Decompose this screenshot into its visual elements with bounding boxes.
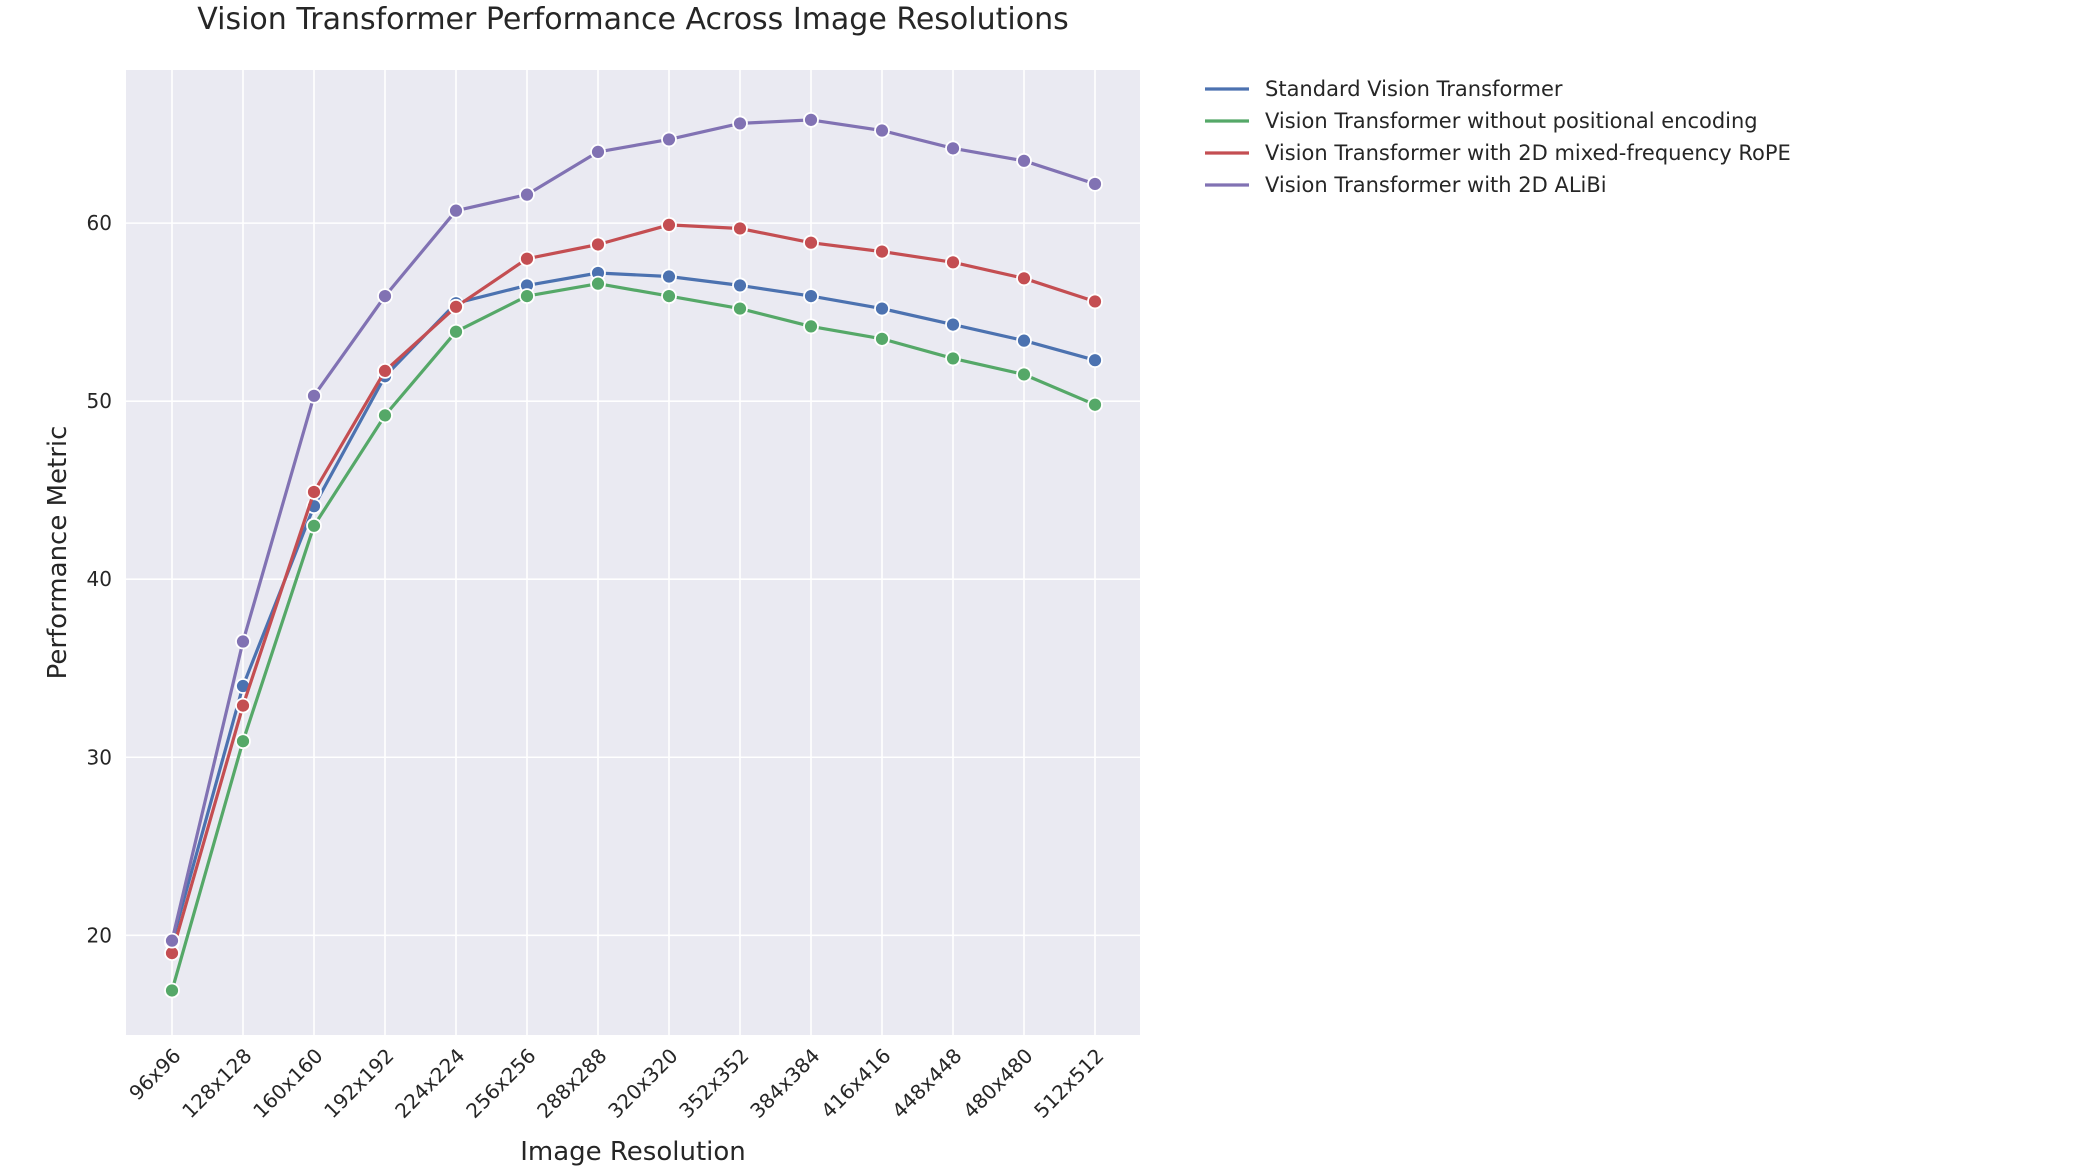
data-point [164,982,180,999]
data-point [377,288,393,305]
x-tick-label: 480x480 [958,1044,1037,1123]
data-point [732,115,748,132]
data-point [448,202,464,219]
data-point [661,288,677,305]
data-point [519,250,535,267]
data-point [1087,293,1103,310]
data-point [732,300,748,317]
y-tick-label: 40 [87,567,112,591]
data-point [377,407,393,424]
legend-label: Vision Transformer with 2D ALiBi [1265,173,1607,197]
y-tick-label: 50 [87,389,112,413]
data-point [874,300,890,317]
legend-label: Standard Vision Transformer [1265,77,1563,101]
data-point [306,484,322,500]
y-axis: 20 30 40 50 60 [87,211,112,947]
data-point [1016,152,1032,169]
data-point [306,517,322,534]
series-line [170,282,1096,991]
legend: Standard Vision Transformer Vision Transf… [1205,77,1791,197]
data-point [945,254,961,271]
x-tick-label: 96x96 [124,1044,185,1105]
legend-item: Standard Vision Transformer [1205,77,1563,101]
data-point [661,131,677,148]
y-tick-label: 20 [87,923,112,947]
series-3 [164,216,1103,961]
legend-label: Vision Transformer without positional en… [1265,109,1758,133]
data-point [1087,176,1103,192]
data-point [661,268,677,285]
x-tick-label: 512x512 [1029,1044,1108,1123]
data-point [1016,270,1032,287]
data-point [235,633,251,650]
data-point [945,350,961,367]
data-point [874,243,890,260]
legend-item: Vision Transformer with 2D mixed-frequen… [1205,141,1791,165]
x-tick-label: 128x128 [177,1044,256,1123]
data-point [732,220,748,237]
data-point [448,298,464,315]
data-point [306,387,322,404]
series-line [170,271,1096,943]
data-point [590,275,606,292]
y-axis-label: Performance Metric [43,426,73,680]
x-tick-label: 256x256 [461,1044,540,1123]
data-point [1087,352,1103,369]
data-point [235,697,251,714]
data-point [803,318,819,335]
x-tick-label: 448x448 [887,1044,966,1123]
data-point [661,216,677,233]
legend-item: Vision Transformer with 2D ALiBi [1205,173,1607,197]
series-4 [164,111,1103,949]
data-point [590,144,606,160]
x-tick-label: 224x224 [390,1044,469,1123]
data-point [803,234,819,251]
series-2 [164,275,1103,999]
y-tick-label: 30 [87,745,112,769]
data-point [1087,396,1103,413]
data-point [874,330,890,347]
x-axis: 96x96128x128160x160192x192224x224256x256… [124,1044,1108,1123]
x-tick-label: 416x416 [816,1044,895,1123]
legend-item: Vision Transformer without positional en… [1205,109,1758,133]
data-point [1016,366,1032,383]
data-point [164,932,180,949]
grid [126,70,1140,1035]
series-line [170,118,1096,941]
y-tick-label: 60 [87,211,112,235]
series-group [164,111,1103,999]
legend-label: Vision Transformer with 2D mixed-frequen… [1265,141,1791,165]
data-point [945,140,961,157]
x-tick-label: 288x288 [532,1044,611,1123]
x-tick-label: 192x192 [319,1044,398,1123]
x-tick-label: 160x160 [248,1044,327,1123]
data-point [519,186,535,203]
data-point [945,316,961,333]
data-point [803,111,819,128]
data-point [448,323,464,340]
x-tick-label: 352x352 [674,1044,753,1123]
series-line [170,223,1096,954]
data-point [377,362,393,379]
data-point [235,733,251,750]
data-point [519,288,535,305]
x-tick-label: 384x384 [745,1044,824,1123]
data-point [874,122,890,139]
plot-area [126,70,1140,1035]
data-point [1016,332,1032,349]
x-tick-label: 320x320 [603,1044,682,1123]
data-point [732,277,748,294]
x-axis-label: Image Resolution [520,1137,746,1166]
data-point [590,236,606,253]
data-point [803,288,819,305]
chart-title: Vision Transformer Performance Across Im… [197,2,1068,37]
